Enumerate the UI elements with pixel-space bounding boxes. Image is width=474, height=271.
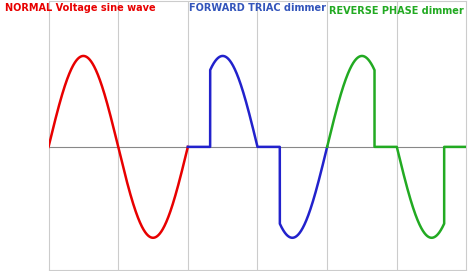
Text: NORMAL Voltage sine wave: NORMAL Voltage sine wave: [5, 3, 156, 13]
Text: FORWARD TRIAC dimmer: FORWARD TRIAC dimmer: [189, 3, 326, 13]
Text: REVERSE PHASE dimmer: REVERSE PHASE dimmer: [329, 6, 464, 16]
